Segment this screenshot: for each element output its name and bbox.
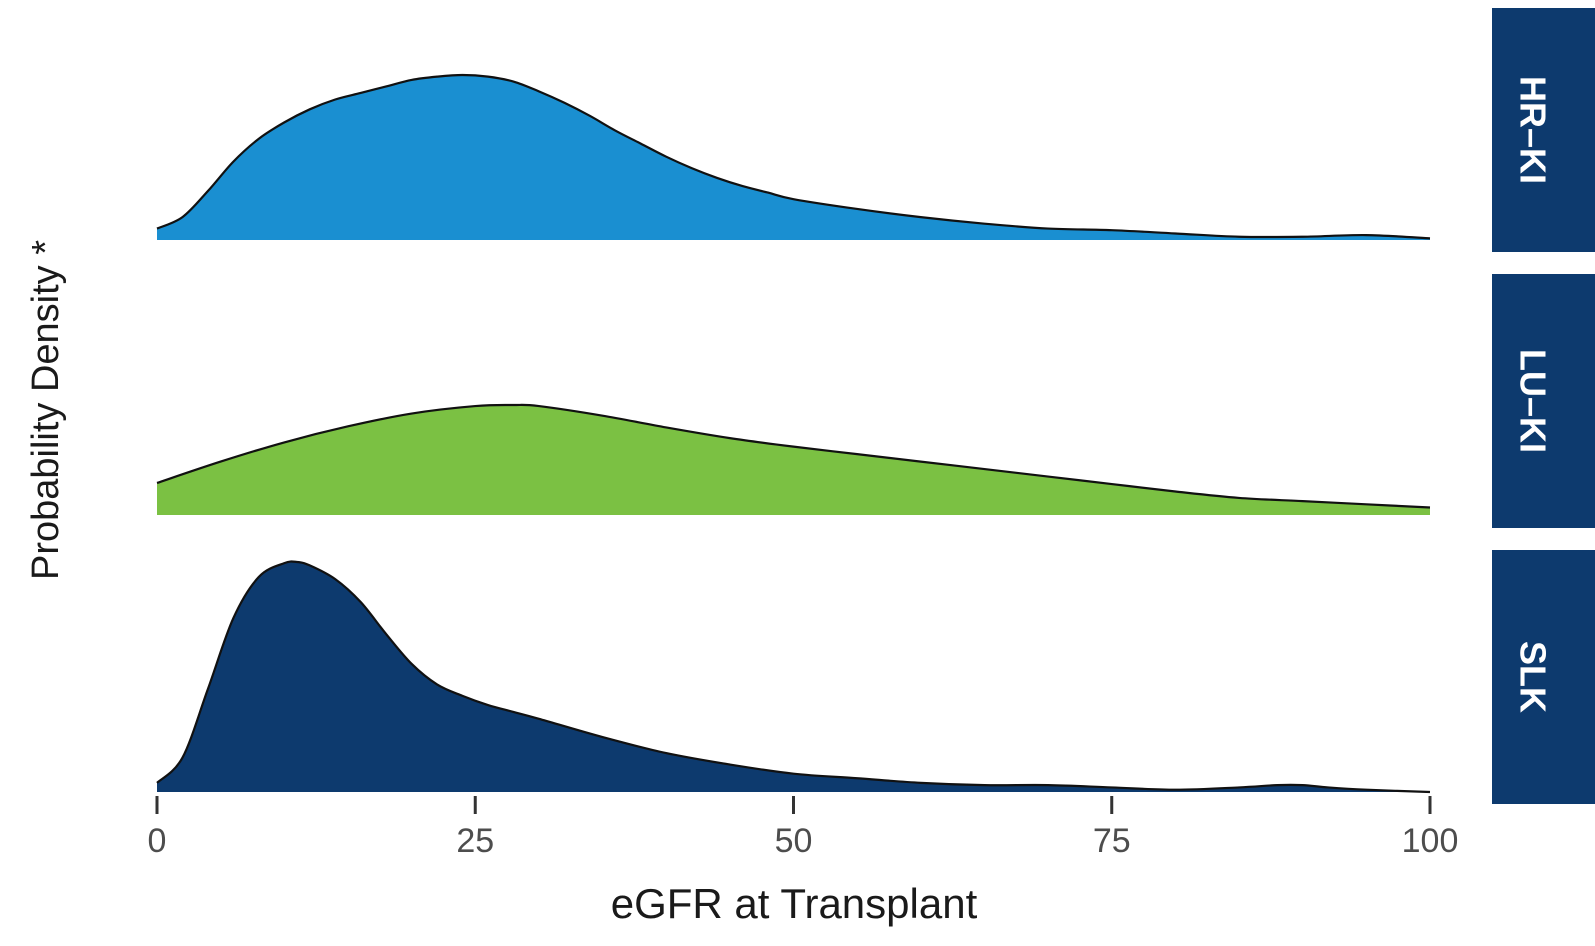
density-line — [156, 403, 1431, 509]
x-tick-label: 50 — [775, 822, 813, 860]
facet-strip — [1492, 550, 1595, 804]
density-panel — [156, 73, 1431, 240]
density-line — [156, 560, 1431, 794]
x-tick-label: 100 — [1402, 822, 1459, 860]
density-area — [157, 561, 1430, 792]
density-area — [157, 75, 1430, 240]
facet-strip-label: HR–KI — [1512, 76, 1553, 184]
x-tick-label: 0 — [148, 822, 167, 860]
facet-strip — [1492, 274, 1595, 528]
density-area — [157, 404, 1430, 515]
facet-strips: HR–KI LU–KI SLK — [1492, 8, 1595, 804]
x-axis-title: eGFR at Transplant — [611, 880, 978, 927]
density-panel — [156, 403, 1431, 515]
x-axis: 0 25 50 75 100 — [148, 796, 1459, 860]
facet-strip-label: LU–KI — [1512, 349, 1553, 453]
facet-strip — [1492, 8, 1595, 252]
facet-strip-label: SLK — [1512, 641, 1553, 713]
density-panel — [156, 560, 1431, 794]
x-tick-label: 25 — [456, 822, 494, 860]
density-line — [156, 73, 1431, 240]
x-tick-label: 75 — [1093, 822, 1131, 860]
density-panels — [156, 73, 1431, 794]
y-axis-title: Probability Density * — [25, 240, 67, 580]
